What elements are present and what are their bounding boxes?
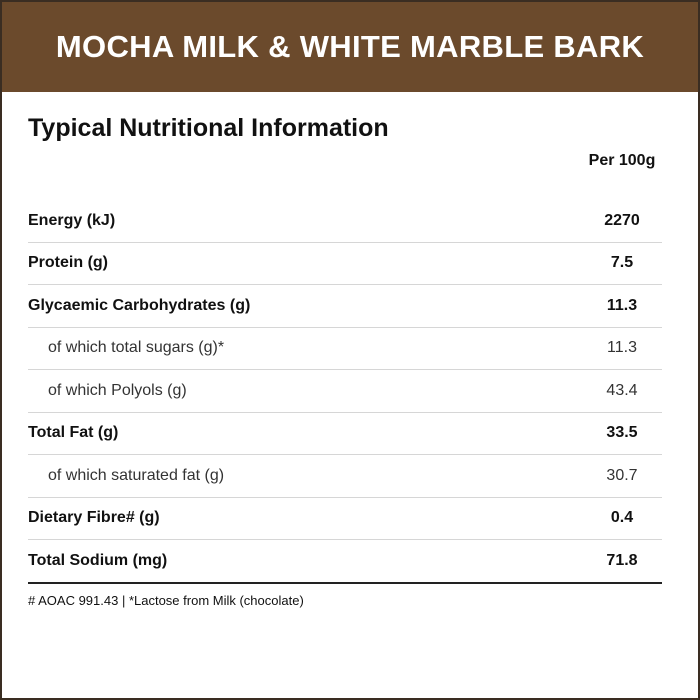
header: MOCHA MILK & WHITE MARBLE BARK — [2, 2, 698, 92]
row-value: 30.7 — [606, 466, 638, 484]
row-label: of which Polyols (g) — [48, 381, 187, 399]
table-row: Energy (kJ) 2270 — [28, 200, 662, 243]
row-label: Total Fat (g) — [28, 424, 119, 442]
table-row: of which Polyols (g) 43.4 — [28, 370, 662, 413]
row-value: 71.8 — [606, 551, 638, 569]
row-label: Energy (kJ) — [28, 211, 116, 229]
row-value: 43.4 — [606, 381, 638, 399]
row-label: Protein (g) — [28, 254, 108, 272]
column-header: Per 100g — [588, 152, 656, 169]
row-label: of which total sugars (g)* — [48, 339, 225, 357]
row-value: 11.3 — [606, 296, 638, 314]
row-value: 0.4 — [610, 509, 634, 527]
row-value: 11.3 — [607, 339, 637, 357]
table-row: of which total sugars (g)* 11.3 — [28, 328, 662, 370]
table-row: of which saturated fat (g) 30.7 — [28, 455, 662, 498]
row-label: Dietary Fibre# (g) — [28, 509, 160, 527]
table-row: Protein (g) 7.5 — [28, 243, 662, 285]
section-title: Typical Nutritional Information — [28, 114, 389, 142]
footnote: # AOAC 991.43 | *Lactose from Milk (choc… — [28, 593, 304, 608]
title: MOCHA MILK & WHITE MARBLE BARK — [55, 29, 645, 64]
row-value: 7.5 — [610, 254, 634, 272]
row-label: of which saturated fat (g) — [48, 466, 225, 484]
table-row: Dietary Fibre# (g) 0.4 — [28, 498, 662, 540]
row-label: Glycaemic Carbohydrates (g) — [28, 296, 251, 314]
row-value: 2270 — [604, 211, 640, 229]
nutrition-table: Energy (kJ) 2270 Protein (g) 7.5 Glycaemic C… — [28, 200, 662, 584]
table-row: Total Fat (g) 33.5 — [28, 413, 662, 455]
table-row: Glycaemic Carbohydrates (g) 11.3 — [28, 285, 662, 328]
row-value: 33.5 — [606, 424, 638, 442]
row-label: Total Sodium (mg) — [28, 551, 168, 569]
table-row: Total Sodium (mg) 71.8 — [28, 540, 662, 584]
